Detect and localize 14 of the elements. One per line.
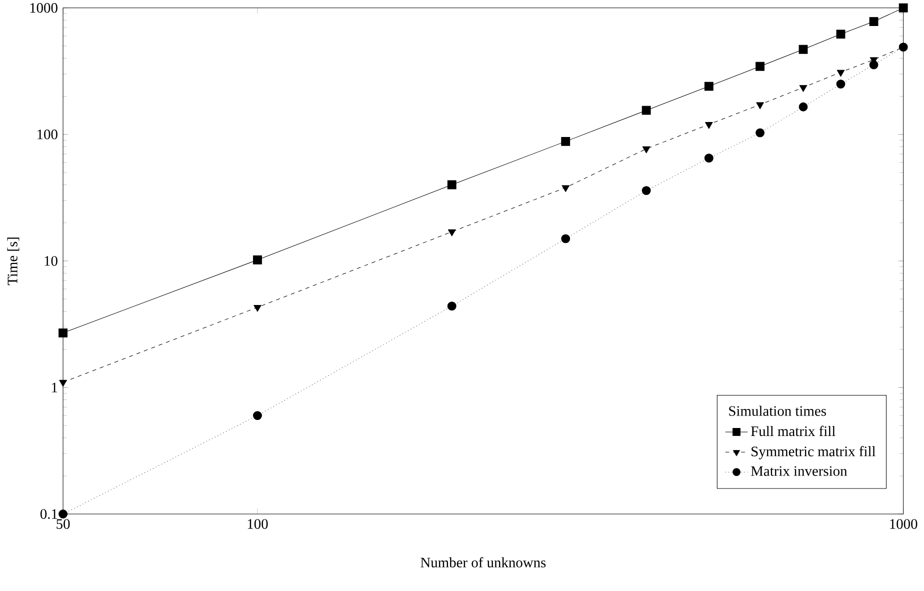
y-tick-label: 1: [52, 382, 58, 392]
x-tick-label: 1000: [890, 519, 918, 529]
y-tick-label: 1000: [30, 3, 58, 13]
legend-label: Full matrix fill: [751, 426, 836, 436]
y-tick-label: 100: [38, 130, 58, 140]
y-tick-label: 10: [44, 256, 58, 266]
legend-label: Symmetric matrix fill: [752, 446, 876, 460]
y-axis-title: Time [s]: [7, 238, 20, 286]
legend-label: Matrix inversion: [751, 466, 848, 476]
legend-title: Simulation times: [729, 406, 826, 416]
x-tick-label: 100: [248, 519, 268, 529]
x-tick-label: 50: [56, 519, 70, 529]
x-axis-title: Number of unknowns: [420, 557, 546, 568]
y-tick-label: 0.1: [40, 509, 58, 520]
